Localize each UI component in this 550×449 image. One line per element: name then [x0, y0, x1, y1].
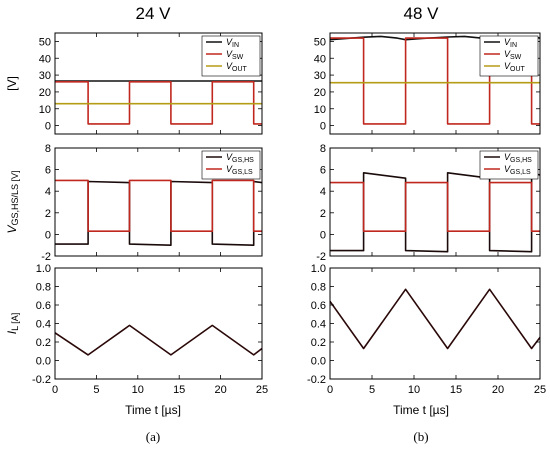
y-tick-label: 50 — [39, 36, 51, 48]
y-tick-label: 4 — [320, 186, 326, 198]
legend-label: VGS,HS — [226, 152, 254, 164]
legend-label: VGS,LS — [504, 164, 531, 176]
y-tick-label: 1.0 — [36, 263, 51, 275]
x-tick-label: 5 — [93, 384, 99, 396]
x-tick-label: 25 — [256, 384, 268, 396]
x-tick-label: 20 — [492, 384, 504, 396]
y-tick-label: 2 — [45, 208, 51, 220]
y-tick-label: 0 — [320, 229, 326, 241]
y-tick-label: 6 — [320, 165, 326, 177]
y-tick-label: 20 — [39, 87, 51, 99]
legend-label: VGS,HS — [504, 152, 532, 164]
y-tick-label: 10 — [314, 104, 326, 116]
y-tick-label: -2 — [41, 251, 51, 263]
legend-box — [201, 150, 261, 180]
caption-right: (b) — [413, 429, 428, 444]
series-line-v-gs-ls-1 — [55, 179, 262, 232]
y-tick-label: 30 — [39, 70, 51, 82]
series-line-v-gs-ls-1 — [330, 181, 540, 232]
legend-label: VOUT — [504, 61, 526, 73]
plot-frame — [54, 32, 263, 135]
y-tick-label: 0.2 — [36, 337, 51, 349]
plot-b-current: -0.2 0.0 0.2 0.4 0.6 0.8 1.0 0 5 10 15 20 25 — [307, 263, 546, 396]
y-tick-label: 6 — [45, 165, 51, 177]
y-tick-label: 4 — [45, 186, 51, 198]
series-line-il-0 — [329, 288, 541, 350]
y-axis-label: [V] — [5, 76, 19, 91]
plot-frame — [54, 267, 263, 380]
x-axis-label-left: Time t [µs] — [125, 403, 181, 417]
legend-label: VSW — [226, 49, 244, 61]
y-tick-label: -0.2 — [307, 374, 326, 386]
y-tick-label: 0.4 — [311, 319, 326, 331]
y-tick-label: 0.0 — [311, 356, 326, 368]
x-tick-label: 10 — [132, 384, 144, 396]
series-line-v-gs-hs-0 — [55, 180, 263, 246]
x-tick-label: 15 — [173, 384, 185, 396]
y-tick-label: 40 — [39, 53, 51, 65]
legend-label: VIN — [504, 37, 517, 49]
y-tick-label: 0 — [45, 121, 51, 133]
title-right: 48 V — [404, 4, 440, 23]
x-tick-label: 5 — [369, 384, 375, 396]
y-tick-label: 0.8 — [311, 282, 326, 294]
y-tick-label: 0 — [45, 229, 51, 241]
y-tick-label: -0.2 — [32, 374, 51, 386]
y-tick-label: 20 — [314, 87, 326, 99]
y-tick-label: 8 — [320, 143, 326, 155]
series-line-v-gs-hs-0 — [330, 172, 541, 253]
y-tick-label: 50 — [314, 36, 326, 48]
y-tick-label: 0.8 — [36, 282, 51, 294]
series-line-v-sw-1 — [55, 81, 262, 125]
x-tick-label: 10 — [408, 384, 420, 396]
plot-frame — [329, 32, 541, 135]
y-tick-label: -2 — [316, 251, 326, 263]
y-tick-label: 0.6 — [36, 300, 51, 312]
y-tick-label: 30 — [314, 70, 326, 82]
plot-frame — [329, 147, 541, 257]
x-tick-label: 0 — [52, 384, 58, 396]
y-tick-label: 2 — [320, 208, 326, 220]
legend-label: VOUT — [226, 61, 248, 73]
legend-label: VGS,LS — [226, 164, 253, 176]
title-left: 24 V — [136, 4, 172, 23]
y-tick-label: 1.0 — [311, 263, 326, 275]
y-tick-label: 40 — [314, 53, 326, 65]
y-tick-label: 8 — [45, 143, 51, 155]
x-tick-label: 20 — [214, 384, 226, 396]
y-tick-label: 0.6 — [311, 300, 326, 312]
y-tick-label: 0 — [320, 121, 326, 133]
y-tick-label: 0.4 — [36, 319, 51, 331]
x-tick-label: 15 — [450, 384, 462, 396]
legend-label: VSW — [504, 49, 522, 61]
x-tick-label: 25 — [534, 384, 546, 396]
legend-box — [479, 150, 539, 180]
y-tick-label: 10 — [39, 104, 51, 116]
series-line-il-0 — [54, 324, 263, 356]
x-tick-label: 0 — [327, 384, 333, 396]
x-axis-label-right: Time t [µs] — [393, 403, 449, 417]
y-axis-label: VGS,HS/LS [V] — [5, 170, 20, 233]
plot-frame — [54, 147, 263, 257]
plot-a-current: -0.2 0.0 0.2 0.4 0.6 0.8 1.0 0 5 10 15 20 25 IL [A] — [5, 263, 268, 396]
legend-label: VIN — [226, 37, 239, 49]
caption-left: (a) — [146, 429, 160, 444]
y-tick-label: 0.0 — [36, 356, 51, 368]
y-axis-label: IL [A] — [5, 313, 20, 335]
plot-frame — [329, 267, 541, 380]
y-tick-label: 0.2 — [311, 337, 326, 349]
